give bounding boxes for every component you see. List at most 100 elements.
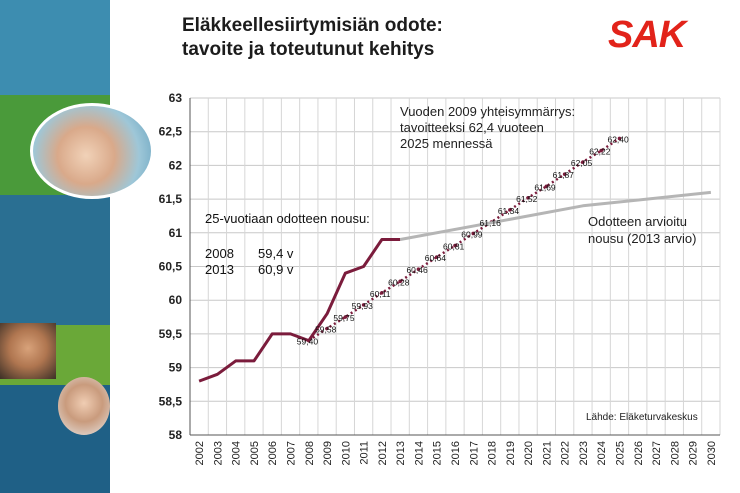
x-tick-label: 2010 xyxy=(340,441,352,465)
x-tick-label: 2025 xyxy=(614,441,626,465)
x-tick-label: 2021 xyxy=(541,441,553,465)
x-tick-label: 2008 xyxy=(304,441,316,465)
slide-title: Eläkkeellesiirtymisiän odote: tavoite ja… xyxy=(182,14,443,62)
target-value-label: 60,81 xyxy=(443,242,465,252)
x-tick-label: 2005 xyxy=(249,441,261,465)
target-value-label: 59,40 xyxy=(297,337,319,347)
y-tick-label: 61 xyxy=(169,226,183,240)
y-tick-label: 58,5 xyxy=(159,394,183,408)
target-value-label: 60,11 xyxy=(370,289,391,299)
data-labels: 59,40 59,58 59,75 59,93 60,11 60,28 60,46 60,64… xyxy=(297,134,629,346)
target-point xyxy=(526,195,530,200)
target-value-label: 59,93 xyxy=(352,301,374,311)
target-point xyxy=(434,255,439,259)
target-value-label: 61,16 xyxy=(480,218,502,228)
target-value-label: 61,69 xyxy=(534,182,556,192)
x-tick-label: 2014 xyxy=(413,441,425,465)
x-tick-label: 2017 xyxy=(468,441,480,465)
rise-title: 25-vuotiaan odotteen nousu: xyxy=(205,211,370,226)
target-point xyxy=(508,208,512,212)
target-point xyxy=(398,279,402,284)
sidebar-band-top xyxy=(0,0,110,95)
target-value-label: 62,40 xyxy=(607,134,629,144)
x-tick-label: 2015 xyxy=(432,441,444,465)
x-tick-label: 2020 xyxy=(523,441,535,465)
target-point xyxy=(562,172,567,176)
y-tick-label: 62,5 xyxy=(159,125,183,139)
target-value-label: 61,87 xyxy=(553,170,575,180)
target-point xyxy=(471,231,476,236)
y-tick-label: 61,5 xyxy=(159,192,183,206)
rise-row1-value: 59,4 v xyxy=(258,246,294,261)
target-point xyxy=(306,338,311,343)
x-tick-label: 2016 xyxy=(450,441,462,465)
target-value-label: 60,28 xyxy=(388,277,410,287)
y-tick-label: 62 xyxy=(169,158,183,172)
title-line-2: tavoite ja toteutunut kehitys xyxy=(182,39,435,60)
x-tick-label: 2027 xyxy=(651,441,663,465)
target-point xyxy=(581,160,585,164)
agreement-line-2: tavoitteeksi 62,4 vuoteen xyxy=(400,120,544,135)
x-axis: 2002 2003 2004 2005 2006 2007 2008 2009 2010 2011… xyxy=(194,441,718,465)
target-value-label: 62,22 xyxy=(589,147,611,157)
target-value-label: 60,46 xyxy=(406,265,428,275)
x-tick-label: 2030 xyxy=(706,441,718,465)
y-tick-label: 59 xyxy=(169,361,183,375)
target-point xyxy=(453,243,457,248)
target-point xyxy=(617,136,622,141)
series-target-line xyxy=(308,137,621,342)
y-tick-label: 60,5 xyxy=(159,260,183,274)
target-point xyxy=(416,267,421,271)
x-tick-label: 2028 xyxy=(669,441,681,465)
woman-photo xyxy=(58,377,110,435)
worker-photo xyxy=(0,323,56,379)
target-value-label: 61,34 xyxy=(498,206,520,216)
series-group xyxy=(198,136,712,383)
agreement-line-1: Vuoden 2009 yhteisymmärrys: xyxy=(400,104,575,119)
x-tick-label: 2026 xyxy=(633,441,645,465)
source-note: Lähde: Eläketurvakeskus xyxy=(586,412,698,423)
x-tick-label: 2006 xyxy=(267,441,279,465)
x-tick-label: 2013 xyxy=(395,441,407,465)
target-point xyxy=(361,303,366,307)
x-tick-label: 2022 xyxy=(560,441,572,465)
y-tick-label: 59,5 xyxy=(159,327,183,341)
agreement-line-3: 2025 mennessä xyxy=(400,136,493,151)
target-value-label: 60,64 xyxy=(425,253,447,263)
handshake-photo xyxy=(30,103,154,199)
target-value-label: 59,58 xyxy=(315,325,337,335)
x-tick-label: 2012 xyxy=(377,441,389,465)
target-point xyxy=(343,315,348,319)
series-actual-line xyxy=(198,238,401,383)
series-forecast-line xyxy=(399,190,712,241)
x-tick-label: 2024 xyxy=(596,441,608,465)
sidebar-band-mid xyxy=(0,195,110,325)
target-value-label: 61,52 xyxy=(516,194,538,204)
rise-row2-value: 60,9 v xyxy=(258,262,294,277)
sak-logo: SAK xyxy=(608,14,686,56)
x-tick-label: 2019 xyxy=(505,441,517,465)
target-point xyxy=(380,290,384,295)
y-tick-label: 60 xyxy=(169,293,183,307)
forecast-line-2: nousu (2013 arvio) xyxy=(588,231,696,246)
x-tick-label: 2004 xyxy=(231,441,243,465)
target-point xyxy=(599,148,604,153)
rise-row1-year: 2008 xyxy=(205,246,234,261)
target-value-label: 62,05 xyxy=(571,158,593,168)
x-tick-label: 2009 xyxy=(322,441,334,465)
title-line-1: Eläkkeellesiirtymisiän odote: xyxy=(182,15,443,36)
y-tick-label: 63 xyxy=(169,91,183,105)
target-point xyxy=(325,326,329,331)
x-tick-label: 2018 xyxy=(487,441,499,465)
x-tick-label: 2003 xyxy=(212,441,224,465)
target-value-label: 60,99 xyxy=(461,229,483,239)
x-tick-label: 2007 xyxy=(286,441,298,465)
x-tick-label: 2029 xyxy=(688,441,700,465)
target-point xyxy=(544,184,549,189)
forecast-line-1: Odotteen arvioitu xyxy=(588,214,687,229)
x-tick-label: 2011 xyxy=(359,441,371,465)
x-tick-label: 2002 xyxy=(194,441,206,465)
rise-row2-year: 2013 xyxy=(205,262,234,277)
y-axis: 58 58,5 59 59,5 60 60,5 61 61,5 62 62,5 63 xyxy=(159,91,183,442)
